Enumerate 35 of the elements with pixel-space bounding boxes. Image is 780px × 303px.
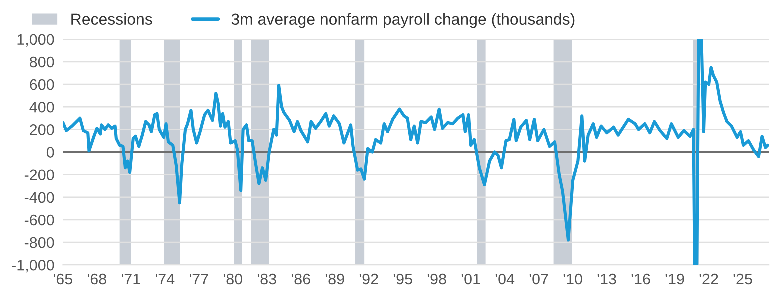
y-tick-label: 200 — [30, 124, 54, 136]
x-tick-label: '04 — [496, 274, 515, 285]
x-tick-label: '74 — [156, 274, 175, 285]
x-tick-label: '19 — [666, 274, 684, 285]
band-label: Recessions — [72, 13, 152, 26]
x-tick-label: '77 — [190, 274, 208, 285]
y-tick-label: 0 — [46, 147, 54, 158]
x-tick-label: '86 — [292, 274, 310, 285]
x-tick-label: '83 — [258, 274, 276, 285]
y-tick-label: 800 — [30, 56, 54, 68]
line-series — [63, 39, 770, 266]
y-tick-label: -400 — [24, 192, 54, 204]
y-tick-label: -200 — [24, 170, 54, 181]
x-tick-label: '16 — [632, 274, 650, 285]
x-tick-label: '98 — [428, 274, 446, 285]
y-tick-label: 400 — [30, 102, 54, 113]
y-tick-label: -600 — [24, 214, 54, 226]
x-tick-label: '89 — [326, 274, 344, 285]
x-tick-label: '25 — [734, 274, 752, 285]
x-tick-label: '95 — [394, 274, 412, 285]
x-tick-label: '07 — [530, 274, 548, 285]
x-tick-label: '68 — [88, 274, 106, 285]
y-tick-label: -800 — [24, 237, 54, 248]
x-tick-label: '01 — [462, 274, 480, 285]
y-tick-label: 600 — [30, 79, 54, 90]
x-tick-label: '10 — [564, 274, 582, 285]
x-tick-label: '92 — [360, 274, 378, 285]
x-tick-label: '13 — [598, 274, 616, 285]
legend-label: 3m average nonfarm payroll change (thousands) — [232, 13, 575, 28]
x-tick-label: '80 — [224, 274, 242, 285]
x-tick-label: '22 — [700, 274, 718, 285]
x-tick-label: '71 — [122, 274, 140, 285]
x-tick-label: '65 — [54, 274, 72, 285]
y-tick-label: 1,000 — [18, 34, 54, 47]
y-tick-label: -1,000 — [12, 260, 54, 273]
